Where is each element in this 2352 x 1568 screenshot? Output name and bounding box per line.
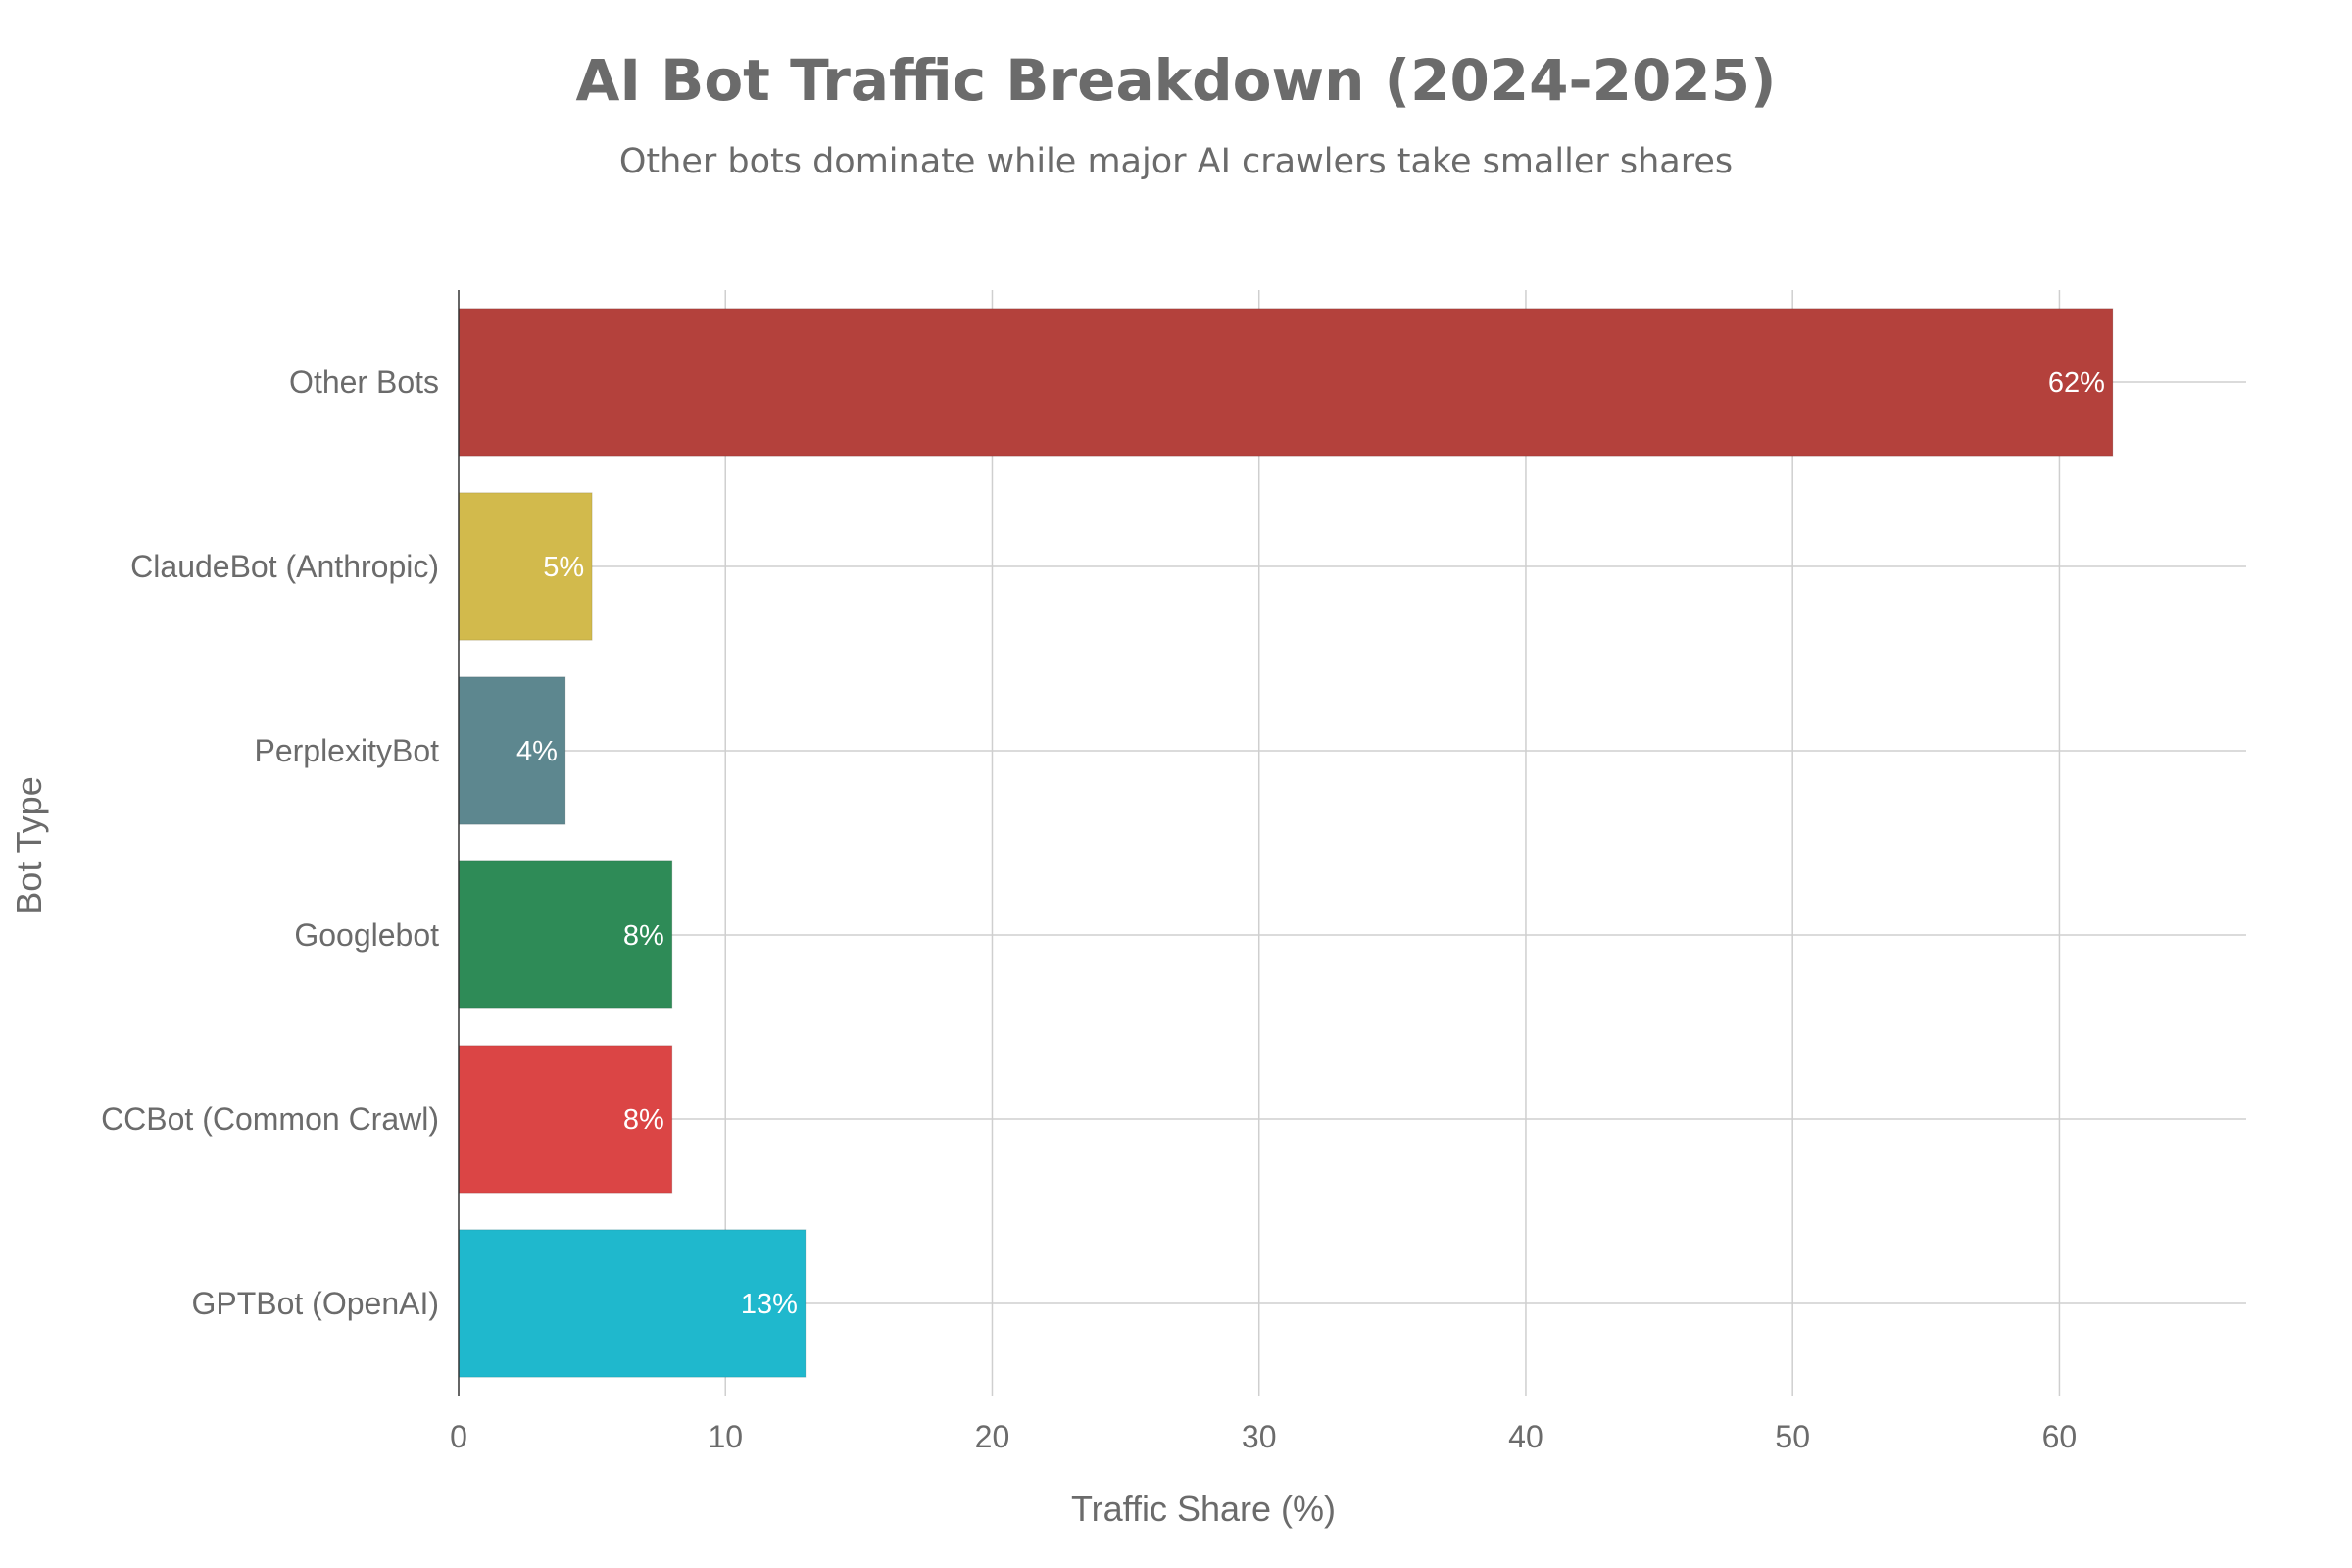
category-label-perplexitybot: PerplexityBot <box>254 733 439 768</box>
y-axis-title: Bot Type <box>9 776 49 914</box>
category-label-claudebot-anthropic: ClaudeBot (Anthropic) <box>130 549 439 584</box>
chart-subtitle: Other bots dominate while major AI crawl… <box>619 142 1733 181</box>
data-label-claudebot-anthropic: 5% <box>543 552 584 583</box>
data-label-googlebot: 8% <box>623 920 664 952</box>
x-tick-label: 20 <box>975 1419 1010 1454</box>
x-tick-label: 40 <box>1508 1419 1544 1454</box>
category-label-gptbot-openai: GPTBot (OpenAI) <box>191 1286 439 1321</box>
bar-perplexitybot <box>458 676 566 825</box>
bar-gptbot-openai <box>458 1229 807 1378</box>
data-label-other-bots: 62% <box>2048 368 2105 399</box>
category-label-ccbot-common-crawl: CCBot (Common Crawl) <box>101 1102 439 1137</box>
bars <box>458 308 2114 1378</box>
x-tick-label: 50 <box>1775 1419 1810 1454</box>
data-label-perplexitybot: 4% <box>516 736 558 767</box>
chart-title: AI Bot Traffic Breakdown (2024-2025) <box>575 47 1776 114</box>
x-tick-label: 60 <box>2042 1419 2078 1454</box>
x-axis-title: Traffic Share (%) <box>1071 1489 1336 1529</box>
x-axis-ticks: 0 10 20 30 40 50 60 <box>450 1419 2077 1454</box>
data-labels: 13% 8% 8% 4% 5% 62% <box>516 368 2105 1320</box>
data-label-ccbot-common-crawl: 8% <box>623 1104 664 1136</box>
data-label-gptbot-openai: 13% <box>741 1289 798 1320</box>
x-tick-label: 30 <box>1242 1419 1277 1454</box>
x-tick-label: 0 <box>450 1419 467 1454</box>
bar-ccbot-common-crawl <box>458 1045 673 1194</box>
category-label-googlebot: Googlebot <box>294 917 439 953</box>
bar-googlebot <box>458 860 673 1009</box>
x-tick-label: 10 <box>708 1419 743 1454</box>
bar-claudebot-anthropic <box>458 492 593 641</box>
category-label-other-bots: Other Bots <box>289 365 439 400</box>
y-axis-categories: GPTBot (OpenAI) CCBot (Common Crawl) Googl… <box>101 365 439 1321</box>
bar-other-bots <box>458 308 2114 457</box>
